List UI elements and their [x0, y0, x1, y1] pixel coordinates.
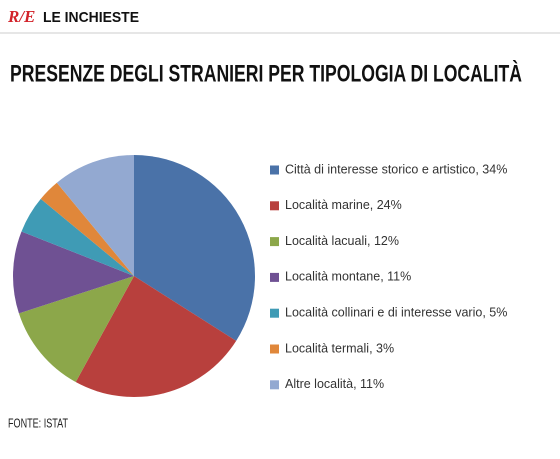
legend-swatch	[270, 380, 279, 390]
legend-label: Località marine, 24%	[285, 198, 402, 212]
pie-slice	[40, 182, 134, 276]
section-name: LE INCHIESTE	[43, 9, 139, 26]
pie-slice	[21, 198, 134, 276]
legend: Città di interesse storico e artistico, …	[270, 162, 507, 391]
pie-slice	[75, 276, 237, 397]
legend-label: Località montane, 11%	[285, 270, 411, 284]
legend-swatch	[270, 237, 279, 247]
pie-slice	[56, 155, 134, 276]
legend-label: Altre località, 11%	[285, 377, 384, 391]
legend-swatch	[270, 201, 279, 211]
legend-swatch	[270, 272, 279, 282]
legend-label: Località termali, 3%	[285, 341, 394, 355]
legend-swatch	[270, 344, 279, 354]
chart-title: PRESENZE DEGLI STRANIERI PER TIPOLOGIA D…	[10, 59, 522, 87]
legend-swatch	[270, 308, 279, 318]
logo: R/E	[7, 7, 35, 26]
pie-slice	[18, 276, 134, 383]
legend-label: Città di interesse storico e artistico, …	[285, 162, 507, 176]
legend-swatch	[270, 165, 279, 175]
pie-slice	[134, 155, 255, 341]
legend-label: Località collinari e di interesse vario,…	[285, 305, 507, 319]
legend-label: Località lacuali, 12%	[285, 234, 399, 248]
pie-slice	[13, 231, 134, 314]
source: FONTE: ISTAT	[8, 415, 68, 430]
pie	[13, 155, 255, 397]
